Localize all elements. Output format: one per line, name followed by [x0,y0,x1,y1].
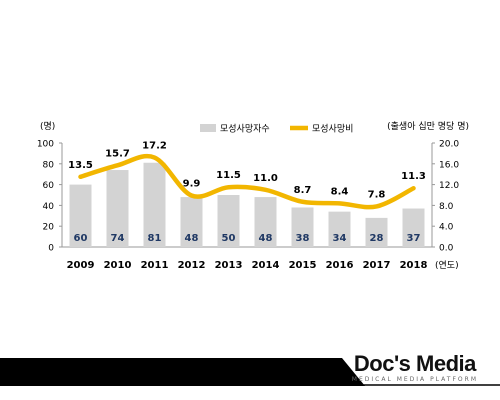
bar-value-label: 38 [296,233,310,244]
bar [106,170,129,247]
right-tick-label: 12.0 [439,181,459,191]
x-tick-label: 2010 [104,260,132,271]
bar-value-label: 48 [185,233,199,244]
bar [143,162,166,247]
bar-value-label: 37 [407,233,421,244]
line-value-label: 15.7 [105,148,130,159]
line-value-label: 7.8 [368,189,386,200]
x-tick-label: 2013 [215,260,243,271]
logo-text: Doc's Media [353,351,477,376]
line-value-label: 13.5 [68,160,93,171]
line-value-label: 8.4 [331,186,349,197]
right-tick-label: 0.0 [439,244,454,254]
right-tick-label: 16.0 [439,160,459,170]
right-tick-label: 20.0 [439,140,459,150]
left-tick-label: 0 [48,244,54,254]
legend-line-label: 모성사망비 [312,124,353,135]
line-value-label: 11.5 [216,170,241,181]
x-tick-label: 2009 [67,260,95,271]
bar [291,207,314,247]
left-tick-label: 80 [43,160,55,170]
bar [69,184,92,247]
bar-value-label: 50 [222,233,236,244]
legend-bar-label: 모성사망자수 [220,124,270,135]
bar-value-label: 60 [74,233,88,244]
series-line [78,153,416,210]
line-value-label: 9.9 [183,179,201,190]
left-axis-unit: (명) [40,121,55,132]
left-tick-label: 20 [43,223,55,233]
bar [402,208,425,247]
line-value-label: 17.2 [142,141,167,152]
footer-bar [0,358,500,386]
bar-value-label: 48 [259,233,273,244]
left-tick-label: 40 [43,202,55,212]
right-axis-unit: (출생아 십만 명당 명) [387,121,469,132]
bar [217,195,240,247]
bar-value-label: 28 [370,233,384,244]
bar-value-label: 81 [148,233,162,244]
bar [180,197,203,247]
line-value-label: 11.0 [253,173,278,184]
logo-subtext: MEDICAL MEDIA PLATFORM [351,376,478,383]
x-tick-label: 2015 [289,260,317,271]
line-value-label: 11.3 [401,171,426,182]
x-tick-label: 2016 [326,260,354,271]
left-tick-label: 60 [43,181,55,191]
legend-bar-swatch [200,124,216,132]
x-tick-label: 2018 [400,260,428,271]
bar [254,197,277,247]
footer-stripe [0,358,500,386]
right-tick-label: 8.0 [439,202,454,212]
bar [365,217,388,247]
x-tick-label: 2017 [363,260,391,271]
x-tick-label: 2014 [252,260,280,271]
x-tick-label: 2012 [178,260,206,271]
right-tick-label: 4.0 [439,223,454,233]
docs-media-logo: Doc's Media MEDICAL MEDIA PLATFORM [352,352,478,384]
x-axis-unit: (연도) [435,260,459,271]
chart-canvas: 0 20 40 60 80 100 0.0 4.0 8.0 12.0 16.0 20.0 (명) (출생아… [37,121,469,271]
x-tick-label: 2011 [141,260,169,271]
line-value-label: 8.7 [294,185,312,196]
bar [328,211,351,247]
bar-value-label: 74 [111,233,125,244]
bar-value-label: 34 [333,233,347,244]
left-tick-label: 100 [37,140,54,150]
